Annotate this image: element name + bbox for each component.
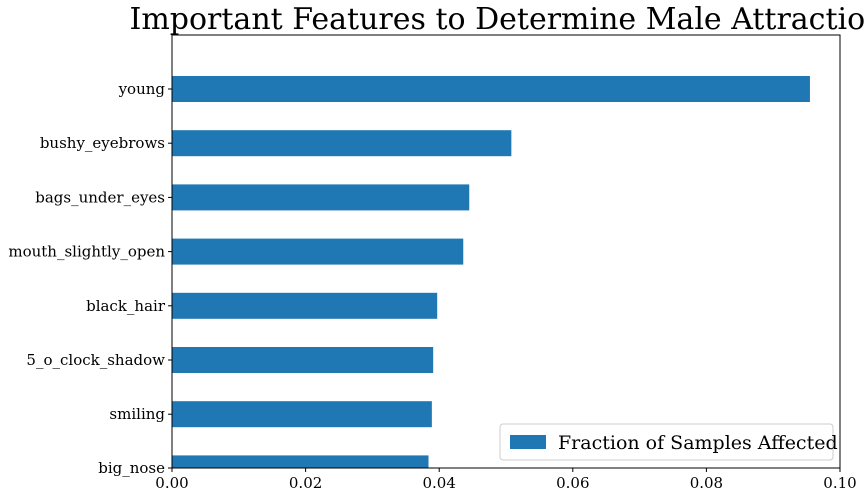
y-tick-label: mouth_slightly_open [8, 243, 165, 261]
bars-group [172, 76, 810, 468]
x-tick-label: 0.02 [289, 474, 322, 492]
legend: Fraction of Samples Affected [499, 423, 838, 461]
bar-young [172, 76, 810, 102]
y-tick-label: black_hair [86, 297, 166, 315]
chart-title: Important Features to Determine Male Att… [129, 2, 865, 37]
x-tick-label: 0.06 [556, 474, 589, 492]
bar-bushy_eyebrows [172, 130, 512, 157]
bar-black_hair [172, 292, 438, 319]
bar-mouth_slightly_open [172, 238, 464, 265]
x-tick-label: 0.08 [690, 474, 723, 492]
x-tick-label: 0.04 [422, 474, 455, 492]
x-tick-label: 0.10 [823, 474, 856, 492]
legend-swatch [510, 435, 546, 449]
plot-frame [171, 34, 841, 469]
legend-box [499, 423, 834, 461]
x-tick-label: 0.00 [155, 474, 188, 492]
x-axis-ticks: 0.00 0.02 0.04 0.06 0.08 0.10 [155, 468, 857, 492]
bar-smiling [172, 401, 432, 428]
bar-5_o_clock_shadow [172, 347, 434, 373]
legend-label: Fraction of Samples Affected [558, 432, 838, 454]
y-axis-ticks: young bushy_eyebrows bags_under_eyes mouth_… [8, 80, 172, 477]
y-tick-label: bags_under_eyes [35, 188, 165, 206]
y-tick-label: big_nose [98, 459, 165, 477]
bar-bags_under_eyes [172, 184, 470, 211]
y-tick-label: young [118, 80, 166, 98]
y-tick-label: 5_o_clock_shadow [26, 351, 165, 369]
y-tick-label: bushy_eyebrows [40, 134, 165, 152]
y-tick-label: smiling [109, 405, 165, 423]
bar-big_nose [172, 455, 429, 468]
